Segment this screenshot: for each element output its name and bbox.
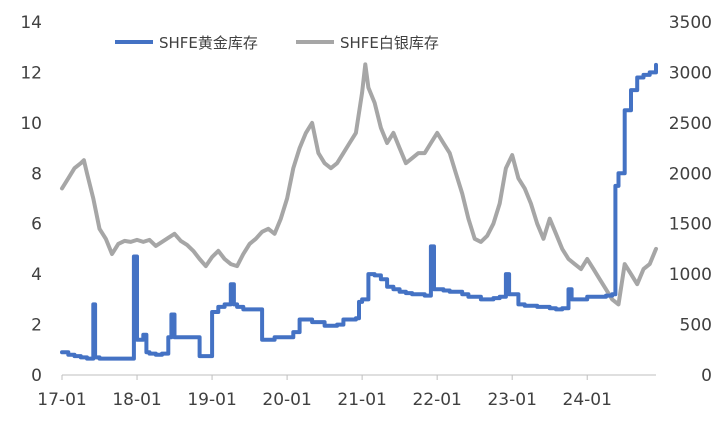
x-tick-label: 21-01 <box>337 390 386 410</box>
x-tick-label: 20-01 <box>262 390 311 410</box>
series-line-gold <box>60 62 658 361</box>
y-tick-label: 4 <box>31 265 42 285</box>
y-tick-label: 2 <box>31 316 42 336</box>
y2-tick-label: 2000 <box>669 164 712 184</box>
y2-tick-label: 1500 <box>669 215 712 235</box>
x-tick-label: 19-01 <box>187 390 236 410</box>
x-tick-label: 22-01 <box>412 390 461 410</box>
y2-tick-label: 1000 <box>669 265 712 285</box>
y-tick-label: 8 <box>31 164 42 184</box>
legend-label-gold: SHFE黄金库存 <box>159 34 258 52</box>
y-tick-label: 10 <box>20 114 42 134</box>
series-layer <box>60 62 658 361</box>
x-tick-label: 24-01 <box>563 390 612 410</box>
legend: SHFE黄金库存 SHFE白银库存 <box>115 34 439 52</box>
y-tick-label: 0 <box>31 366 42 386</box>
series-line-silver <box>60 62 658 307</box>
y2-tick-label: 3500 <box>669 13 712 33</box>
y2-tick-label: 0 <box>701 366 712 386</box>
x-tick-label: 17-01 <box>37 390 86 410</box>
y2-tick-label: 500 <box>680 316 712 336</box>
y2-tick-label: 2500 <box>669 114 712 134</box>
x-tick-label: 18-01 <box>112 390 161 410</box>
x-tick-label: 23-01 <box>487 390 536 410</box>
axes-layer: 0 2 4 6 8 10 12 14 0 500 1000 1500 2000 2500 3000 3500 1… <box>20 13 712 410</box>
y2-tick-label: 3000 <box>669 63 712 83</box>
y-tick-label: 14 <box>20 13 42 33</box>
y-tick-label: 6 <box>31 215 42 235</box>
y-tick-label: 12 <box>20 63 42 83</box>
legend-label-silver: SHFE白银库存 <box>340 34 439 52</box>
